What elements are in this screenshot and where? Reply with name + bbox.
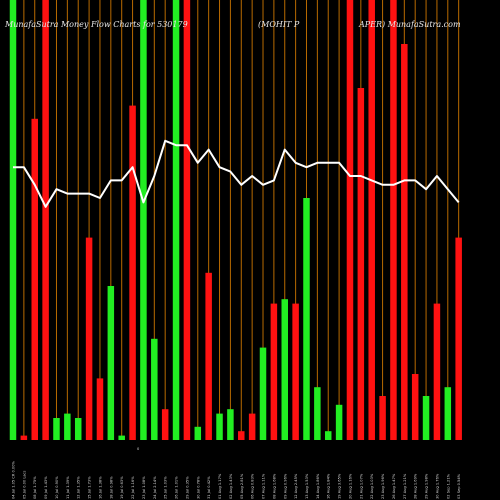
bar bbox=[31, 118, 38, 441]
x-tick-label: 16 Jul 1.38% bbox=[98, 476, 102, 499]
x-tick-label: 18 Jul 0.98% bbox=[109, 476, 113, 499]
bar bbox=[205, 272, 212, 440]
price-line bbox=[13, 139, 460, 208]
bar bbox=[368, 0, 375, 440]
x-tick-label: 20 Aug 1.16% bbox=[348, 473, 352, 499]
x-tick-label: 23 Jul 1.08% bbox=[142, 476, 146, 499]
bar bbox=[411, 374, 419, 440]
chart-title: MunafaSutra Money Flow Charts for 530179… bbox=[4, 20, 461, 29]
bar bbox=[379, 396, 386, 440]
x-tick-label: 12 Aug 2.45% bbox=[294, 473, 298, 499]
chart-title-right: APER) MunafaSutra.com bbox=[358, 20, 461, 29]
x-tick-label: 21 Aug 1.07% bbox=[359, 473, 363, 499]
x-tick-label: 26 Aug 1.47% bbox=[392, 473, 396, 499]
bar bbox=[324, 431, 332, 440]
x-tick-label: 05 Jul 0.00 Lacs bbox=[22, 470, 26, 499]
x-tick-label: 29 Jul 0.35% bbox=[185, 476, 189, 499]
bars bbox=[9, 0, 462, 441]
x-tick-label: 11 Jul 1.39% bbox=[66, 476, 70, 499]
bar bbox=[129, 105, 136, 440]
x-tick-label: 26 Jul 1.01% bbox=[175, 476, 179, 499]
bar bbox=[118, 435, 125, 440]
x-tick-label: 24 Jul 2.14% bbox=[153, 476, 157, 499]
bar bbox=[96, 378, 104, 440]
bar bbox=[53, 418, 60, 440]
x-tick-label: 14 Aug 1.86% bbox=[316, 473, 320, 499]
x-tick-labels: 04 Jul 1.05 CR 0.00% 05 Jul 0.00 Lacs 08 J… bbox=[12, 461, 462, 499]
x-tick-label: 29 Aug 1.98% bbox=[425, 473, 429, 499]
x-tick-label: 06 Aug 0.83% bbox=[251, 473, 255, 499]
bar bbox=[194, 426, 202, 440]
x-tick-label: 09 Aug 0.96% bbox=[283, 473, 287, 499]
bar bbox=[9, 0, 17, 440]
price-line-layer bbox=[13, 139, 460, 208]
bar bbox=[357, 88, 365, 440]
bar bbox=[172, 0, 180, 440]
x-tick-label: 02 Aug 1.43% bbox=[229, 473, 233, 499]
chart-title-left: MunafaSutra Money Flow Charts for 530179 bbox=[4, 20, 188, 29]
bar bbox=[422, 396, 430, 440]
x-tick-label: 16 Aug 1.84% bbox=[327, 473, 331, 499]
x-tick-label: 19 Jul 0.63% bbox=[120, 476, 124, 499]
x-tick-label: 01 Aug 1.17% bbox=[218, 473, 222, 499]
chart-title-mid: (MOHIT P bbox=[258, 20, 300, 29]
bar bbox=[455, 237, 462, 440]
x-tick-label: 23 Aug 1.96% bbox=[381, 473, 385, 499]
bar bbox=[270, 303, 278, 440]
bar bbox=[335, 404, 343, 440]
x-tick-label: 03 Sep 0.54% bbox=[457, 473, 461, 499]
x-tick-label: 30 Jul 0.78% bbox=[196, 476, 200, 499]
bar bbox=[248, 413, 256, 440]
bar bbox=[303, 198, 310, 440]
bar bbox=[183, 0, 191, 440]
x-tick-label: 08 Aug 1.68% bbox=[272, 473, 276, 499]
x-tick-label: 30 Aug 1.76% bbox=[435, 473, 439, 499]
x-tick-label: 07 Aug 1.11% bbox=[262, 473, 266, 499]
x-tick-label: 31 Jul 0.42% bbox=[207, 476, 211, 499]
x-tick-label: 10 Jul 0.90% bbox=[55, 476, 59, 499]
bar bbox=[259, 347, 267, 440]
bar bbox=[238, 431, 245, 440]
bar bbox=[151, 338, 158, 440]
bar bbox=[314, 387, 321, 440]
bar bbox=[64, 413, 71, 440]
x-tick-label: 12 Jul 1.35% bbox=[77, 476, 81, 499]
bar bbox=[74, 418, 82, 440]
bar bbox=[346, 0, 354, 440]
bar bbox=[292, 303, 299, 440]
bar bbox=[227, 409, 234, 440]
x-tick-label: 05 Aug 2.81% bbox=[240, 473, 244, 499]
x-tick-label: 15 Jul 1.73% bbox=[88, 476, 92, 499]
x-tick-label: 28 Aug 1.69% bbox=[414, 473, 418, 499]
bar bbox=[433, 303, 441, 440]
bar bbox=[161, 409, 169, 440]
x-tick-label: 09 Jul 1.43% bbox=[44, 476, 48, 499]
bar bbox=[107, 286, 115, 440]
x-tick-label: 04 Jul 1.05 CR 0.00% bbox=[12, 461, 16, 499]
x-tick-label: 13 Aug 1.53% bbox=[305, 473, 309, 499]
bar bbox=[20, 435, 28, 440]
bar bbox=[216, 413, 223, 440]
bar bbox=[281, 299, 288, 440]
bar bbox=[85, 237, 93, 440]
x-extra-label: 0 bbox=[137, 447, 140, 451]
bar bbox=[390, 0, 397, 440]
bar bbox=[444, 387, 452, 440]
x-tick-label: 25 Jul 1.03% bbox=[164, 476, 168, 499]
bar bbox=[140, 0, 147, 440]
x-tick-label: 22 Jul 1.16% bbox=[131, 476, 135, 499]
bar bbox=[401, 44, 408, 440]
x-tick-label: 08 Jul 1.75% bbox=[33, 476, 37, 499]
bar bbox=[42, 0, 49, 440]
x-tick-label: 27 Aug 1.21% bbox=[403, 473, 407, 499]
x-tick-label: 02 Sep 1.21% bbox=[446, 473, 450, 499]
x-tick-label: 19 Aug 3.65% bbox=[338, 473, 342, 499]
x-tick-label: 22 Aug 1.03% bbox=[370, 473, 374, 499]
